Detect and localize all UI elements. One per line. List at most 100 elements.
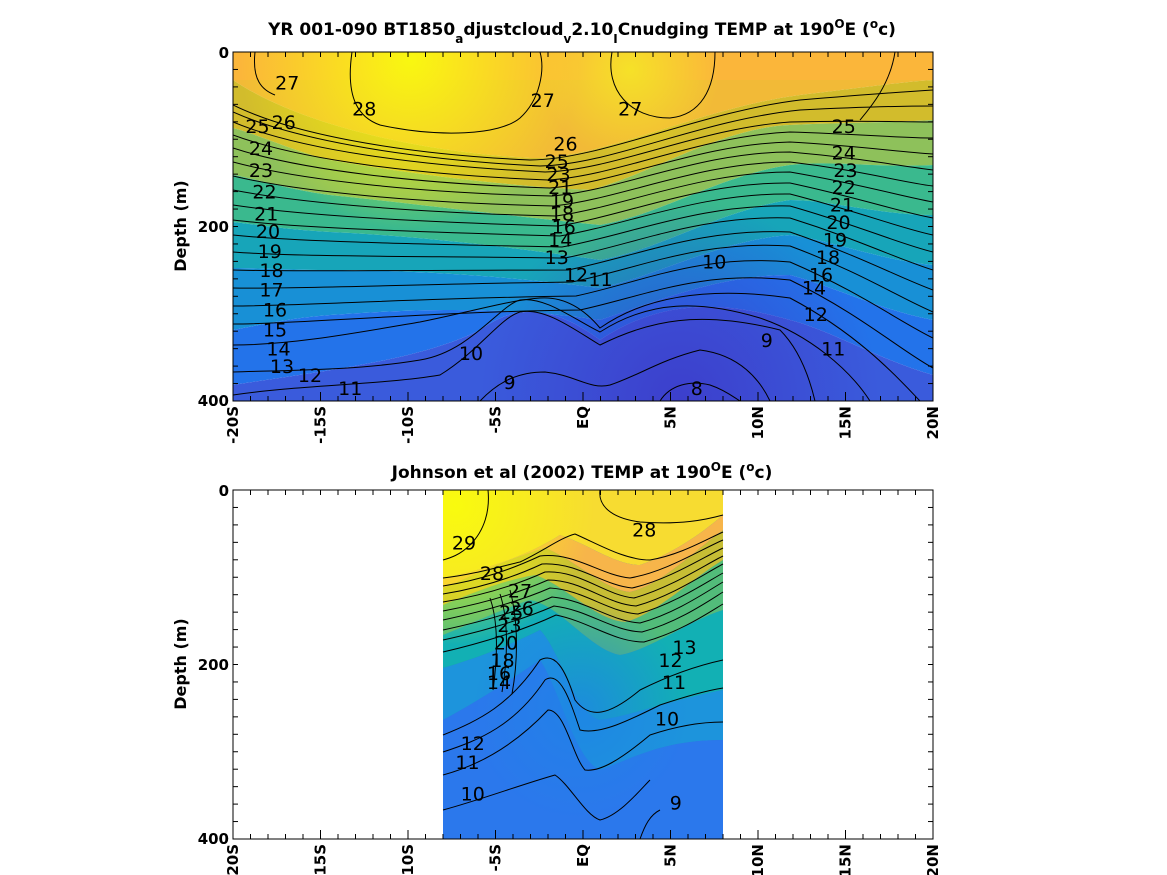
- contour-line: [599, 490, 724, 524]
- contour-label: 10: [702, 251, 726, 273]
- contour-label: 25: [245, 116, 269, 138]
- contour-label: 24: [832, 142, 856, 164]
- contour-label: 27: [618, 99, 642, 121]
- contour-label: 11: [455, 752, 479, 774]
- title-sup: o: [870, 17, 878, 31]
- title-part: djustcloud: [463, 20, 563, 40]
- contour-line: [442, 539, 724, 587]
- contour-line: [233, 231, 933, 291]
- contour-line: [442, 581, 724, 631]
- contour-line: [442, 555, 724, 603]
- x-tick-label: -20S: [224, 844, 242, 875]
- x-tick-label: 20N: [924, 844, 942, 875]
- contour-lines: [233, 52, 933, 401]
- contour-label: 13: [672, 637, 696, 659]
- y-axis-label: Depth (m): [171, 618, 190, 710]
- x-tick-label: -5S: [487, 406, 505, 433]
- y-tick-label: 400: [198, 830, 229, 848]
- contour-label: 16: [487, 663, 511, 685]
- contour-label: 20: [826, 212, 850, 234]
- contour-label: 13: [270, 356, 294, 378]
- contour-label: 10: [655, 709, 679, 731]
- chart-title-model: YR 001-090 BT1850adjustcloudv2.10ICnudgi…: [267, 17, 896, 46]
- contour-line: [233, 161, 933, 207]
- x-tick-label: -5S: [487, 844, 505, 871]
- contour-label: 19: [550, 190, 574, 212]
- chart-title-observations: Johnson et al (2002) TEMP at 190OE (oc): [391, 460, 773, 483]
- chart-panel-model: YR 001-090 BT1850adjustcloudv2.10ICnudgi…: [171, 17, 942, 444]
- contour-line: [233, 171, 933, 217]
- title-part: Johnson et al (2002) TEMP at 190: [391, 463, 711, 483]
- contour-label: 23: [497, 615, 521, 637]
- x-tick-label: 10N: [749, 844, 767, 875]
- axes-frame-observations: -20S -15S -10S -5S EQ 5N 10N 15N 20N 0 200 400 D…: [171, 482, 942, 875]
- title-sup: o: [746, 460, 754, 474]
- contour-label: 20: [256, 221, 280, 243]
- contour-label: 16: [263, 299, 287, 321]
- contour-line: [233, 120, 933, 173]
- contour-label: 11: [588, 269, 612, 291]
- contour-label: 14: [548, 230, 572, 252]
- title-part: 2.10: [571, 20, 613, 40]
- contour-label: 19: [258, 241, 282, 263]
- contour-line: [233, 141, 933, 189]
- x-tick-label: -15S: [312, 844, 330, 875]
- contour-line: [233, 217, 933, 271]
- contour-line: [442, 572, 724, 621]
- x-tick-label: 5N: [662, 406, 680, 429]
- contour-line: [442, 657, 724, 736]
- contour-line: [233, 105, 933, 167]
- title-sub: a: [455, 32, 463, 46]
- contour-line: [233, 310, 816, 401]
- y-tick-label: 0: [219, 482, 229, 500]
- contour-line: [442, 547, 724, 595]
- contour-line: [442, 774, 651, 821]
- contour-label: 23: [249, 160, 273, 182]
- contour-label: 12: [461, 733, 485, 755]
- title-sup: O: [711, 460, 721, 474]
- contour-line: [499, 593, 507, 693]
- contour-label: 18: [259, 260, 283, 282]
- contour-label: 29: [452, 532, 476, 554]
- title-part: YR 001-090 BT1850: [267, 20, 455, 40]
- y-tick-label: 200: [198, 656, 229, 674]
- title-sup: O: [834, 17, 844, 31]
- contour-label: 12: [298, 365, 322, 387]
- contour-label: 26: [553, 134, 577, 156]
- contour-line: [489, 597, 497, 691]
- contour-line: [233, 260, 933, 339]
- contour-line: [442, 709, 724, 776]
- title-part: E (: [721, 463, 746, 483]
- axis-ticks: -20S -15S -10S -5S EQ 5N 10N 15N 20N: [224, 51, 942, 444]
- contour-line: [442, 531, 724, 579]
- contour-label: 11: [662, 672, 686, 694]
- contour-label: 11: [821, 339, 845, 361]
- contour-line: [442, 563, 724, 612]
- contour-label: 9: [761, 330, 773, 352]
- title-part: E (: [845, 20, 870, 40]
- contour-line: [442, 490, 489, 561]
- contour-label: 26: [272, 112, 296, 134]
- axis-ticks: -20S -15S -10S -5S EQ 5N 10N 15N 20N: [224, 489, 942, 875]
- contour-line: [233, 299, 871, 401]
- contour-label: 25: [832, 116, 856, 138]
- title-part: c): [878, 20, 896, 40]
- contour-label: 16: [552, 217, 576, 239]
- x-tick-label: 5N: [662, 844, 680, 867]
- title-part: c): [755, 463, 773, 483]
- contour-line: [659, 382, 741, 401]
- y-axis-label: Depth (m): [171, 180, 190, 272]
- title-sub: v: [564, 32, 572, 46]
- contour-label: 8: [691, 378, 703, 400]
- contour-label: 18: [816, 247, 840, 269]
- contour-label: 21: [254, 203, 278, 225]
- contour-label: 11: [338, 378, 362, 400]
- contour-label: 12: [564, 264, 588, 286]
- contour-line: [442, 677, 724, 753]
- x-tick-label: -10S: [399, 844, 417, 875]
- contour-label: 16: [809, 264, 833, 286]
- contour-label: 24: [249, 138, 273, 160]
